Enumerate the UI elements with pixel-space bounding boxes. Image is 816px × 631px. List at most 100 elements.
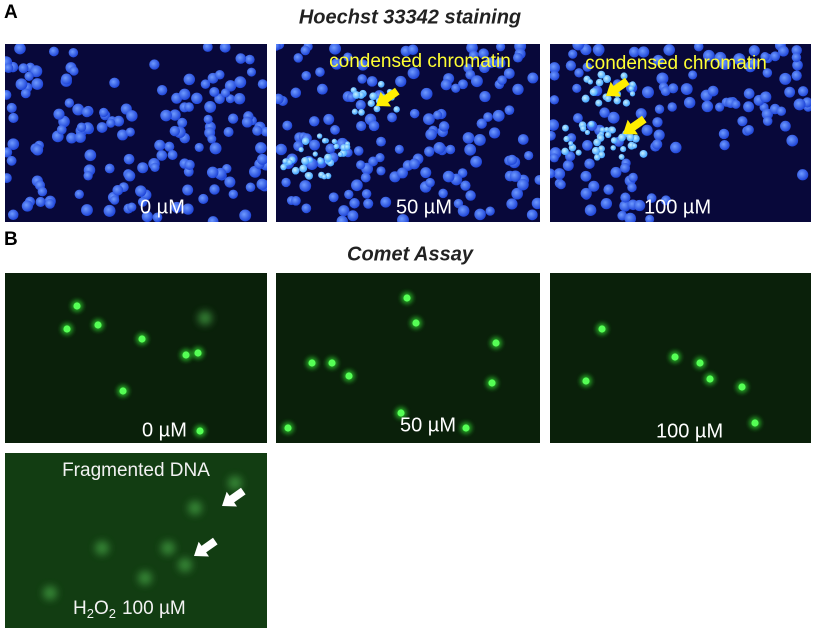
condensed-nucleus [604, 126, 610, 133]
comet-head [671, 353, 679, 361]
condensed-nucleus [333, 143, 340, 150]
nucleus [347, 210, 359, 222]
nucleus [553, 168, 566, 180]
comet-head [706, 375, 714, 383]
nucleus [494, 57, 506, 69]
nucleus [776, 106, 787, 116]
nucleus [420, 87, 433, 100]
image-label: 0 µM [140, 196, 185, 218]
nucleus [261, 126, 267, 137]
nucleus [244, 54, 255, 65]
nucleus [797, 169, 809, 181]
nucleus [651, 139, 663, 150]
nucleus [468, 50, 479, 61]
nucleus [184, 159, 195, 171]
nucleus [7, 138, 20, 150]
nucleus [357, 59, 369, 71]
condensed-nucleus [287, 159, 293, 166]
nucleus [21, 200, 34, 212]
condensed-nucleus [580, 125, 587, 132]
panel-letter: B [4, 229, 18, 250]
nucleus [580, 187, 592, 200]
condensed-nucleus [321, 137, 328, 144]
nucleus [610, 166, 622, 178]
nucleus [460, 180, 471, 191]
nucleus [137, 197, 148, 207]
nucleus [550, 95, 559, 105]
condensed-nucleus [563, 135, 570, 143]
nucleus [31, 78, 44, 90]
nucleus [290, 87, 302, 99]
annotation: condensed chromatin [329, 51, 511, 72]
nucleus [656, 72, 669, 85]
nucleus [344, 189, 354, 200]
nucleus [582, 62, 593, 72]
nucleus [219, 44, 231, 53]
comet-head [403, 294, 411, 302]
nucleus [252, 125, 263, 136]
nucleus [353, 146, 364, 156]
condensed-nucleus [331, 138, 338, 145]
nucleus [156, 85, 168, 96]
nucleus [584, 204, 597, 216]
nucleus [791, 45, 802, 56]
nucleus [84, 149, 97, 162]
nucleus [633, 199, 646, 212]
nucleus [356, 160, 366, 170]
condensed-nucleus [581, 94, 590, 103]
comet-head [182, 351, 190, 359]
nucleus [32, 144, 44, 156]
nucleus [791, 52, 802, 63]
nucleus [171, 201, 183, 213]
nucleus [368, 120, 380, 132]
condensed-nucleus [305, 172, 313, 180]
nucleus [256, 153, 267, 165]
nucleus [276, 143, 287, 156]
condensed-nucleus [622, 99, 631, 107]
condensed-nucleus [352, 91, 361, 99]
nucleus [778, 45, 789, 57]
nucleus [293, 53, 303, 63]
nucleus [747, 58, 759, 69]
nucleus [517, 134, 529, 145]
nucleus [355, 99, 366, 111]
nucleus [425, 128, 437, 141]
nucleus [702, 49, 715, 62]
nucleus [150, 162, 160, 172]
comet-head [308, 359, 316, 367]
comet-head [412, 319, 420, 327]
comet-head [138, 335, 146, 343]
nucleus [680, 83, 693, 95]
nucleus [245, 182, 256, 193]
condensed-nucleus [324, 153, 332, 162]
nucleus [438, 121, 450, 132]
arrow [376, 87, 400, 107]
nucleus [125, 127, 135, 137]
nucleus [223, 127, 234, 138]
nucleus [550, 153, 559, 163]
nucleus [328, 192, 339, 203]
nucleus [550, 62, 560, 74]
condensed-nucleus [618, 154, 625, 160]
nucleus [407, 67, 420, 80]
nucleus [646, 193, 657, 203]
nucleus [117, 129, 129, 141]
nucleus [154, 139, 166, 151]
nucleus [394, 144, 404, 154]
condensed-nucleus [620, 146, 627, 153]
nucleus [780, 120, 791, 132]
condensed-nucleus [639, 149, 648, 158]
nucleus [169, 125, 180, 137]
label-part: H [73, 598, 87, 619]
nucleus [445, 144, 456, 155]
nucleus [83, 171, 93, 181]
nucleus [81, 204, 93, 216]
nucleus [628, 46, 640, 58]
annotation: Fragmented DNA [62, 460, 210, 481]
nucleus [464, 143, 477, 156]
nucleus [301, 70, 311, 81]
nucleus [124, 170, 136, 182]
nucleus [194, 142, 204, 152]
nucleus [635, 108, 647, 120]
nucleus [281, 177, 291, 188]
